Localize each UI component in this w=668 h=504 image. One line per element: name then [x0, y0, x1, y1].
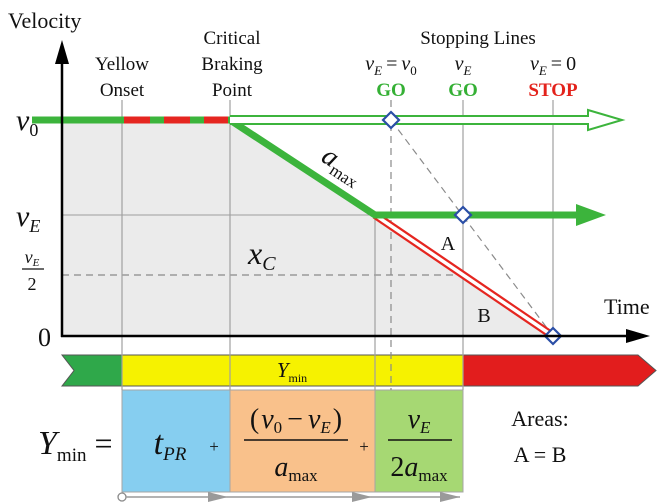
yellow-onset-label-line-2: Onset: [100, 80, 145, 101]
arrow-head-icon: [352, 492, 372, 502]
condition-subscript: E: [373, 63, 382, 78]
stopping-line-1-decision: GO: [376, 80, 406, 101]
plus-sign-1: +: [209, 437, 219, 456]
timeline-bar: Ymin: [60, 354, 657, 387]
stopping-line-2-marker: [453, 205, 473, 225]
term-3-denominator: 2amax: [390, 452, 448, 485]
timeline-bar-red: [462, 354, 657, 387]
term-2-vE-symbol: v: [308, 404, 321, 435]
term-2-a-symbol: a: [274, 452, 288, 483]
formula-ymin-subscript: min: [57, 445, 87, 466]
arrow-head-icon: [440, 492, 460, 502]
braking-line-inner: [374, 213, 554, 338]
v0-symbol: v: [16, 104, 30, 137]
areas-note-equation: A = B: [514, 442, 567, 467]
stopping-line-3-condition: vE = 0: [530, 53, 576, 78]
open-paren: (: [250, 404, 259, 435]
ymin-symbol: Y: [277, 358, 291, 382]
vE-half-label: vE 2: [22, 247, 44, 294]
vE-arrow-head: [576, 204, 606, 226]
x-axis-title: Time: [604, 294, 650, 319]
close-paren: ): [333, 404, 342, 435]
vE-half-numerator: vE: [25, 247, 40, 269]
v0-hollow-arrow: [230, 108, 626, 132]
y-axis-arrow-icon: [55, 40, 69, 64]
stopping-line-3-decision: STOP: [528, 80, 578, 101]
term-2-box: [229, 389, 376, 493]
term-3-v-symbol: v: [408, 404, 421, 435]
vE-half-denominator: 2: [28, 274, 37, 294]
vE-label: vE: [16, 200, 40, 236]
critical-braking-label-line-2: Braking: [201, 54, 263, 75]
term-2-v0-subscript: 0: [274, 418, 283, 437]
condition-subscript: E: [462, 63, 471, 78]
term-1-text: tPR: [154, 425, 187, 465]
term-2-denominator: amax: [274, 452, 318, 485]
term-3-a-symbol: a: [404, 452, 418, 483]
condition-symbol: v: [530, 53, 539, 75]
condition-rhs-subscript: 0: [410, 63, 417, 78]
term-3-numerator: vE: [408, 404, 431, 437]
term-2-vE-subscript: E: [319, 418, 331, 437]
vE-subscript: E: [28, 216, 40, 236]
term-2-a-subscript: max: [288, 466, 318, 485]
formula-ymin-symbol: Y: [38, 425, 60, 462]
stopping-line-1-condition: vE = v0: [365, 53, 417, 78]
tpr-symbol: t: [154, 425, 165, 462]
xc-symbol: x: [247, 235, 262, 271]
stopping-line-1-marker: [381, 110, 401, 130]
x-axis-arrow-icon: [626, 329, 650, 343]
vE-symbol: v: [16, 200, 30, 233]
condition-symbol: v: [455, 53, 464, 75]
distance-area: [62, 120, 553, 336]
stopping-lines-title: Stopping Lines: [420, 28, 536, 49]
term-3-v-subscript: E: [419, 418, 431, 437]
critical-braking-label-line-3: Point: [212, 80, 253, 101]
critical-distance-label: xC: [247, 235, 276, 275]
term-3-two: 2: [390, 452, 404, 483]
critical-braking-label-line-1: Critical: [204, 28, 261, 49]
term-2-numerator: (v0− vE): [250, 404, 342, 437]
term-2-v0-symbol: v: [261, 404, 274, 435]
timeline-bar-green: [60, 354, 123, 387]
arrow-head-icon: [208, 492, 228, 502]
condition-equals: =: [551, 53, 562, 75]
term-3-box: [374, 389, 464, 493]
v0-subscript: 0: [29, 120, 38, 140]
stopping-line-2-decision: GO: [448, 80, 478, 101]
condition-equals: =: [386, 53, 397, 75]
braking-to-stop-line: [372, 211, 556, 340]
xc-subscript: C: [262, 253, 276, 275]
ymin-subscript: min: [289, 371, 308, 385]
plus-sign-2: +: [359, 437, 369, 456]
area-b-label: B: [477, 305, 490, 327]
formula-equals: =: [94, 425, 112, 461]
vE-half-subscript: E: [32, 257, 40, 269]
vE-half-symbol: v: [25, 247, 33, 267]
condition-symbol: v: [365, 53, 374, 75]
condition-rhs: 0: [566, 53, 576, 75]
areas-note-title: Areas:: [511, 406, 568, 431]
yellow-onset-label-line-1: Yellow: [95, 54, 149, 75]
bottom-time-arrows: [117, 492, 460, 502]
v0-label: v0: [16, 104, 38, 140]
stopping-line-2-condition: vE: [455, 53, 472, 78]
term-1-box: [121, 389, 231, 493]
zero-label: 0: [38, 323, 51, 352]
minus-sign: −: [287, 404, 303, 435]
area-a-label: A: [441, 233, 456, 255]
tpr-subscript: PR: [162, 444, 187, 465]
full-speed-braking-line: [390, 119, 554, 337]
term-3-a-subscript: max: [418, 466, 448, 485]
y-axis-title: Velocity: [8, 8, 81, 33]
timeline-bar-label: Ymin: [277, 358, 307, 385]
condition-rhs-symbol: v: [401, 53, 410, 75]
condition-subscript: E: [538, 63, 547, 78]
formula-lhs: Ymin =: [38, 425, 113, 466]
